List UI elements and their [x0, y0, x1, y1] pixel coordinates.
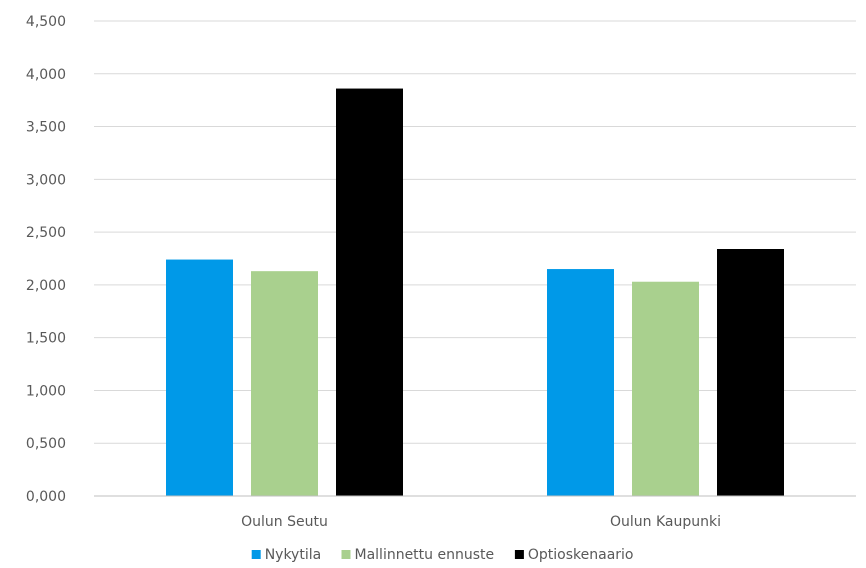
- bar-mallinnettu-ennuste-2: [632, 281, 699, 496]
- y-tick-label: 3,500: [26, 120, 66, 136]
- legend-swatch: [251, 550, 261, 559]
- legend-swatch: [341, 550, 351, 559]
- bars: [166, 88, 784, 497]
- y-tick-label: 2,500: [26, 225, 66, 241]
- y-axis-tick-labels: 0,000 0,500 1,000 1,500 2,000 2,500 3,000 3,500…: [26, 14, 66, 505]
- y-tick-label: 2,000: [26, 278, 66, 294]
- y-tick-label: 0,000: [26, 489, 66, 505]
- bar-optioskenaario-2: [717, 249, 784, 496]
- y-tick-label: 3,000: [26, 172, 66, 188]
- y-tick-label: 4,000: [26, 67, 66, 83]
- legend-label: Optioskenaario: [528, 547, 634, 563]
- legend-swatch: [514, 550, 524, 559]
- bar-mallinnettu-ennuste-1: [251, 271, 318, 496]
- y-tick-label: 0,500: [26, 436, 66, 452]
- y-tick-label: 1,500: [26, 331, 66, 347]
- y-tick-label: 1,000: [26, 383, 66, 399]
- legend: Nykytila Mallinnettu ennuste Optioskenaari…: [251, 547, 634, 563]
- bar-nykytila-2: [547, 269, 614, 496]
- x-axis-category-labels: Oulun Seutu Oulun Kaupunki: [241, 514, 721, 530]
- bar-nykytila-1: [166, 259, 233, 496]
- legend-label: Nykytila: [265, 547, 322, 563]
- bar-optioskenaario-1: [336, 88, 403, 497]
- x-category-label: Oulun Kaupunki: [610, 514, 721, 530]
- legend-label: Mallinnettu ennuste: [355, 547, 495, 563]
- x-category-label: Oulun Seutu: [241, 514, 328, 530]
- y-tick-label: 4,500: [26, 14, 66, 30]
